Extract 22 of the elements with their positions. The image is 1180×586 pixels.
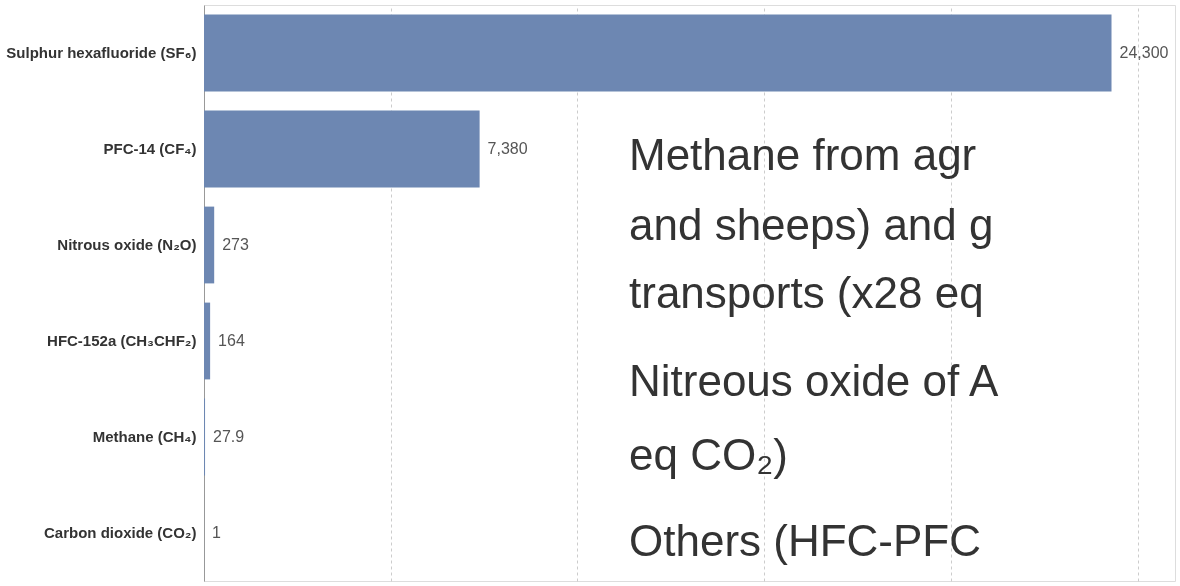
data-label: 164 xyxy=(218,332,245,349)
bar xyxy=(204,14,1112,92)
data-label: 7,380 xyxy=(487,140,528,157)
data-label: 24,300 xyxy=(1119,44,1169,61)
annotation: and sheeps) and g xyxy=(629,200,994,249)
annotation: eq CO₂) xyxy=(629,430,788,479)
bar xyxy=(204,302,211,380)
annotation: transports (x28 eq xyxy=(629,268,984,317)
y-tick-label: Nitrous oxide (N₂O) xyxy=(57,236,197,253)
bar xyxy=(204,110,480,188)
y-tick-label: HFC-152a (CH₃CHF₂) xyxy=(47,332,197,349)
annotation: Methane from agr xyxy=(629,130,977,179)
annotation: Nitreous oxide of A xyxy=(629,356,999,405)
y-tick-label: Carbon dioxide (CO₂) xyxy=(44,524,197,541)
data-label: 273 xyxy=(222,236,249,253)
y-tick-label: Methane (CH₄) xyxy=(92,428,197,445)
bar xyxy=(204,206,215,284)
y-tick-label: PFC-14 (CF₄) xyxy=(103,140,197,157)
data-label: 27.9 xyxy=(213,428,245,445)
y-tick-label: Sulphur hexafluoride (SF₆) xyxy=(6,44,197,61)
annotation: Others (HFC-PFC xyxy=(629,516,981,565)
data-label: 1 xyxy=(212,524,222,541)
